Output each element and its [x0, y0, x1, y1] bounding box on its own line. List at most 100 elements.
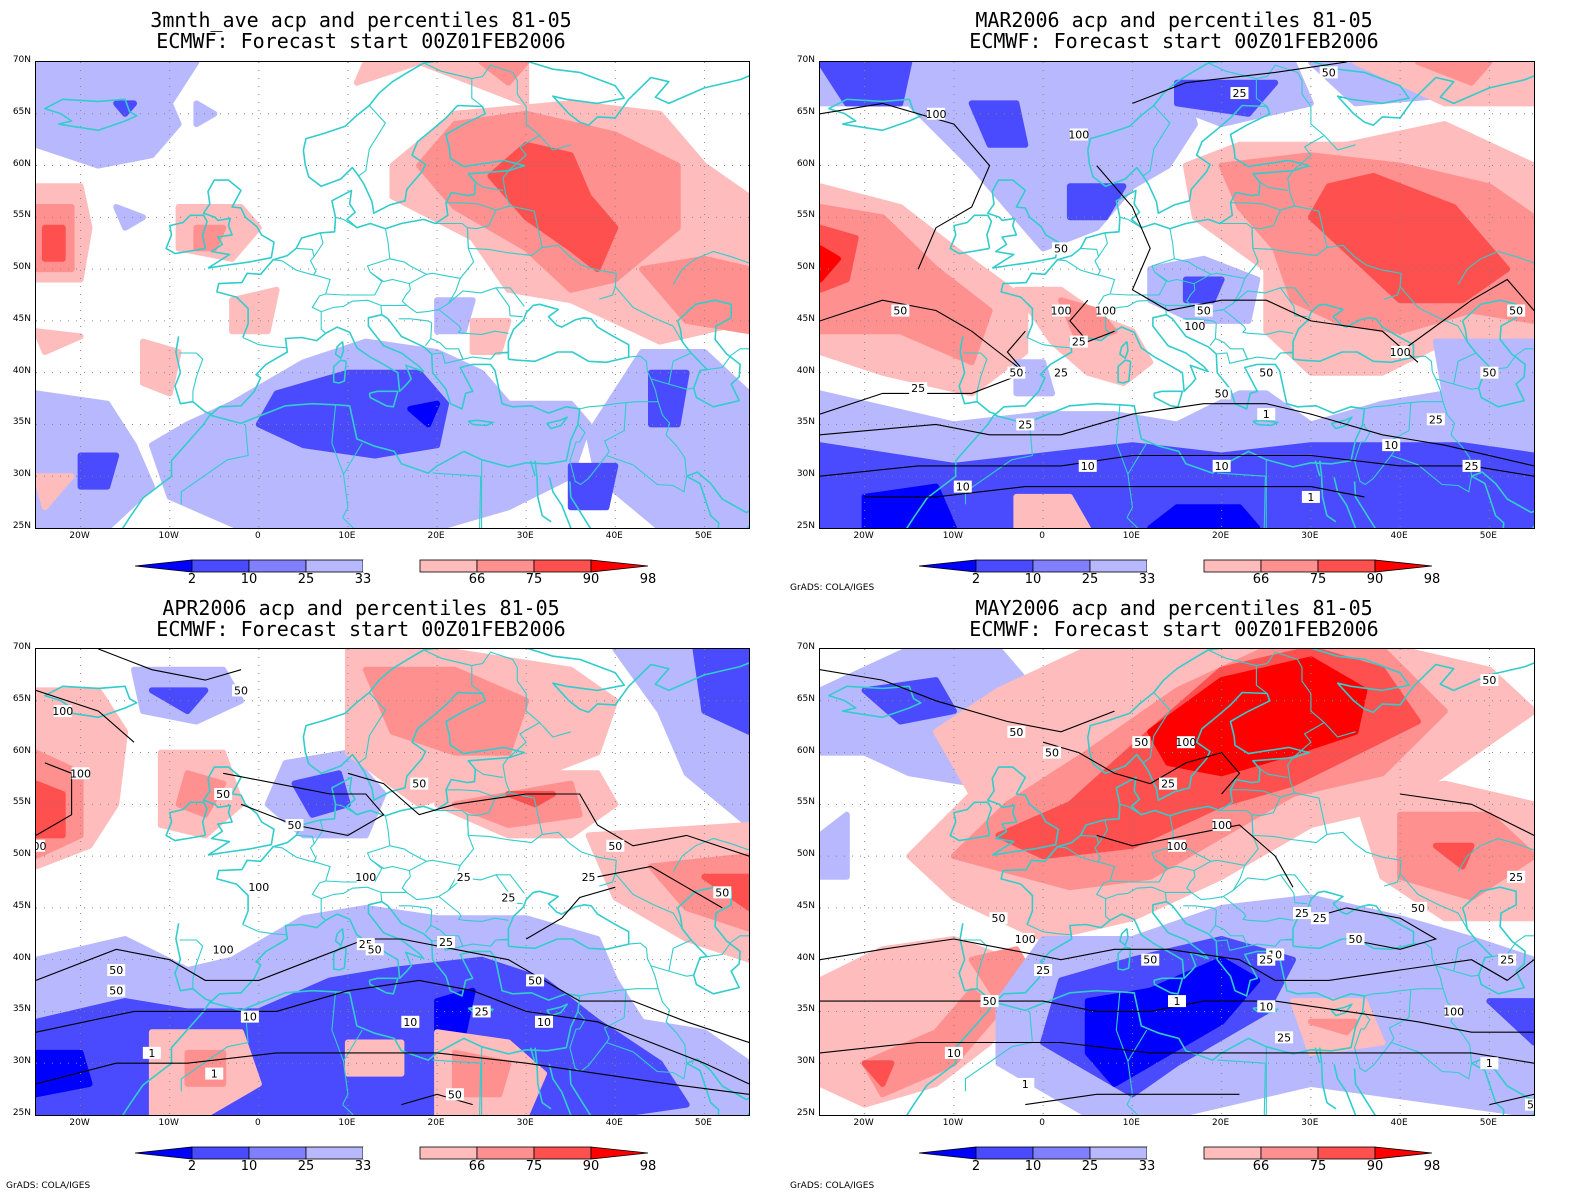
colorbar-label: 66	[1252, 1159, 1270, 1174]
contour-label: 1	[1022, 1078, 1029, 1091]
colorbar-segment	[248, 1146, 307, 1160]
panel-title-line2: ECMWF: Forecast start 00Z01FEB2006	[156, 617, 566, 641]
country-border	[475, 181, 504, 191]
shaded-region	[36, 780, 66, 839]
contour-label: 100	[355, 871, 376, 884]
contour-label-bg	[1480, 674, 1499, 687]
country-border	[1142, 692, 1171, 764]
contour-label: 100	[1068, 128, 1089, 141]
coastline	[332, 946, 347, 971]
country-border	[1174, 222, 1259, 280]
contour-label-bg	[1382, 439, 1401, 452]
coastline	[1471, 471, 1534, 528]
colorbar-label: 98	[639, 1159, 657, 1174]
country-border	[1183, 905, 1217, 934]
contour-label-bg	[1132, 736, 1151, 749]
lat-tick-label: 55N	[796, 210, 815, 221]
contour-label: 50	[1259, 367, 1273, 380]
shaded-region	[434, 987, 476, 1036]
country-border	[242, 923, 288, 936]
coastline	[686, 471, 749, 528]
contour-label-bg	[1391, 345, 1410, 358]
country-border	[432, 472, 482, 528]
country-border	[963, 939, 988, 989]
lon-tick-label: 50E	[694, 1118, 712, 1128]
contour-label: 50	[893, 305, 907, 318]
lon-tick-label: 0	[254, 531, 261, 541]
colorbar-segment	[1203, 1146, 1262, 1160]
coastline	[44, 98, 138, 132]
colorbar-arrow-low	[918, 1146, 977, 1160]
country-border	[369, 858, 427, 872]
country-border	[650, 378, 694, 390]
contour-label-bg	[1176, 736, 1195, 749]
country-border	[1391, 1041, 1473, 1080]
contour-label-bg	[1007, 366, 1026, 379]
country-border	[1280, 874, 1310, 894]
shaded-region	[1307, 172, 1511, 304]
contour-label-bg	[1480, 1057, 1499, 1070]
coastline	[906, 900, 1366, 1115]
contour-line	[1310, 907, 1438, 950]
contour-label-bg	[71, 767, 90, 780]
contour-label: 25	[1465, 460, 1479, 473]
lon-tick-label: 40E	[605, 1118, 623, 1128]
lat-tick-label: 40N	[796, 365, 815, 376]
country-border	[242, 336, 288, 349]
country-border	[438, 896, 509, 922]
shaded-region	[193, 100, 218, 128]
coastline	[1153, 977, 1184, 995]
panel-title-line1: MAR2006 acp and percentiles 81-05	[975, 8, 1373, 32]
contour-label: 50	[608, 840, 622, 853]
contour-label: 50	[528, 974, 542, 987]
country-border	[401, 278, 461, 314]
country-border	[423, 62, 483, 107]
lat-tick-label: 45N	[796, 900, 815, 911]
coastline	[1117, 946, 1132, 971]
contour-label: 50	[1482, 367, 1496, 380]
colorbar-segment	[1203, 559, 1262, 573]
contour-label-bg	[1507, 870, 1526, 883]
contour-label-bg	[454, 870, 473, 883]
country-border	[358, 105, 387, 177]
lat-tick-label: 65N	[796, 693, 815, 704]
colorbar-label: 75	[525, 572, 543, 587]
contour-label: 50	[1349, 933, 1363, 946]
coastline	[569, 481, 592, 528]
contour-label-bg	[1319, 66, 1338, 79]
panel-title-line2: ECMWF: Forecast start 00Z01FEB2006	[156, 29, 566, 53]
contour-label: 10	[947, 1047, 961, 1060]
contour-label: 100	[1175, 736, 1196, 749]
contour-label-bg	[1212, 819, 1231, 832]
colorbar-label: 90	[1366, 572, 1384, 587]
coastline	[1252, 419, 1279, 427]
country-border	[1391, 454, 1473, 493]
lat-tick-label: 45N	[796, 313, 815, 324]
shaded-region	[113, 100, 137, 117]
country-border	[1399, 286, 1468, 342]
country-border	[445, 651, 541, 759]
country-border	[1110, 228, 1175, 296]
colorbar-arrow-high	[1374, 559, 1433, 573]
contour-label-bg	[1185, 320, 1204, 333]
colorbar-segment	[533, 559, 592, 573]
panel-apr2006: APR2006 acp and percentiles 81-05 ECMWF:…	[0, 598, 790, 1196]
country-border	[1186, 865, 1246, 901]
colorbar	[918, 559, 1433, 573]
coastline	[987, 179, 1060, 269]
map-canvas: 50 50 50 50 100 100 100 100 50 25 25 50 25 10 1 25 1 10 10…	[820, 649, 1534, 1115]
percentile-shading	[36, 62, 749, 528]
coastline	[1333, 477, 1357, 528]
country-border	[1442, 988, 1473, 1064]
contour-line	[820, 102, 991, 270]
lat-tick-label: 50N	[796, 849, 815, 860]
colorbar-segment	[363, 560, 420, 572]
contour-line	[597, 865, 723, 909]
shaded-region	[1352, 62, 1534, 107]
contour-label-bg	[1301, 490, 1320, 503]
panel-title-line1: APR2006 acp and percentiles 81-05	[162, 596, 560, 620]
contour-label-bg	[356, 870, 375, 883]
contour-label-bg	[1141, 953, 1160, 966]
contour-label-bg	[1480, 366, 1499, 379]
country-border	[579, 942, 659, 997]
